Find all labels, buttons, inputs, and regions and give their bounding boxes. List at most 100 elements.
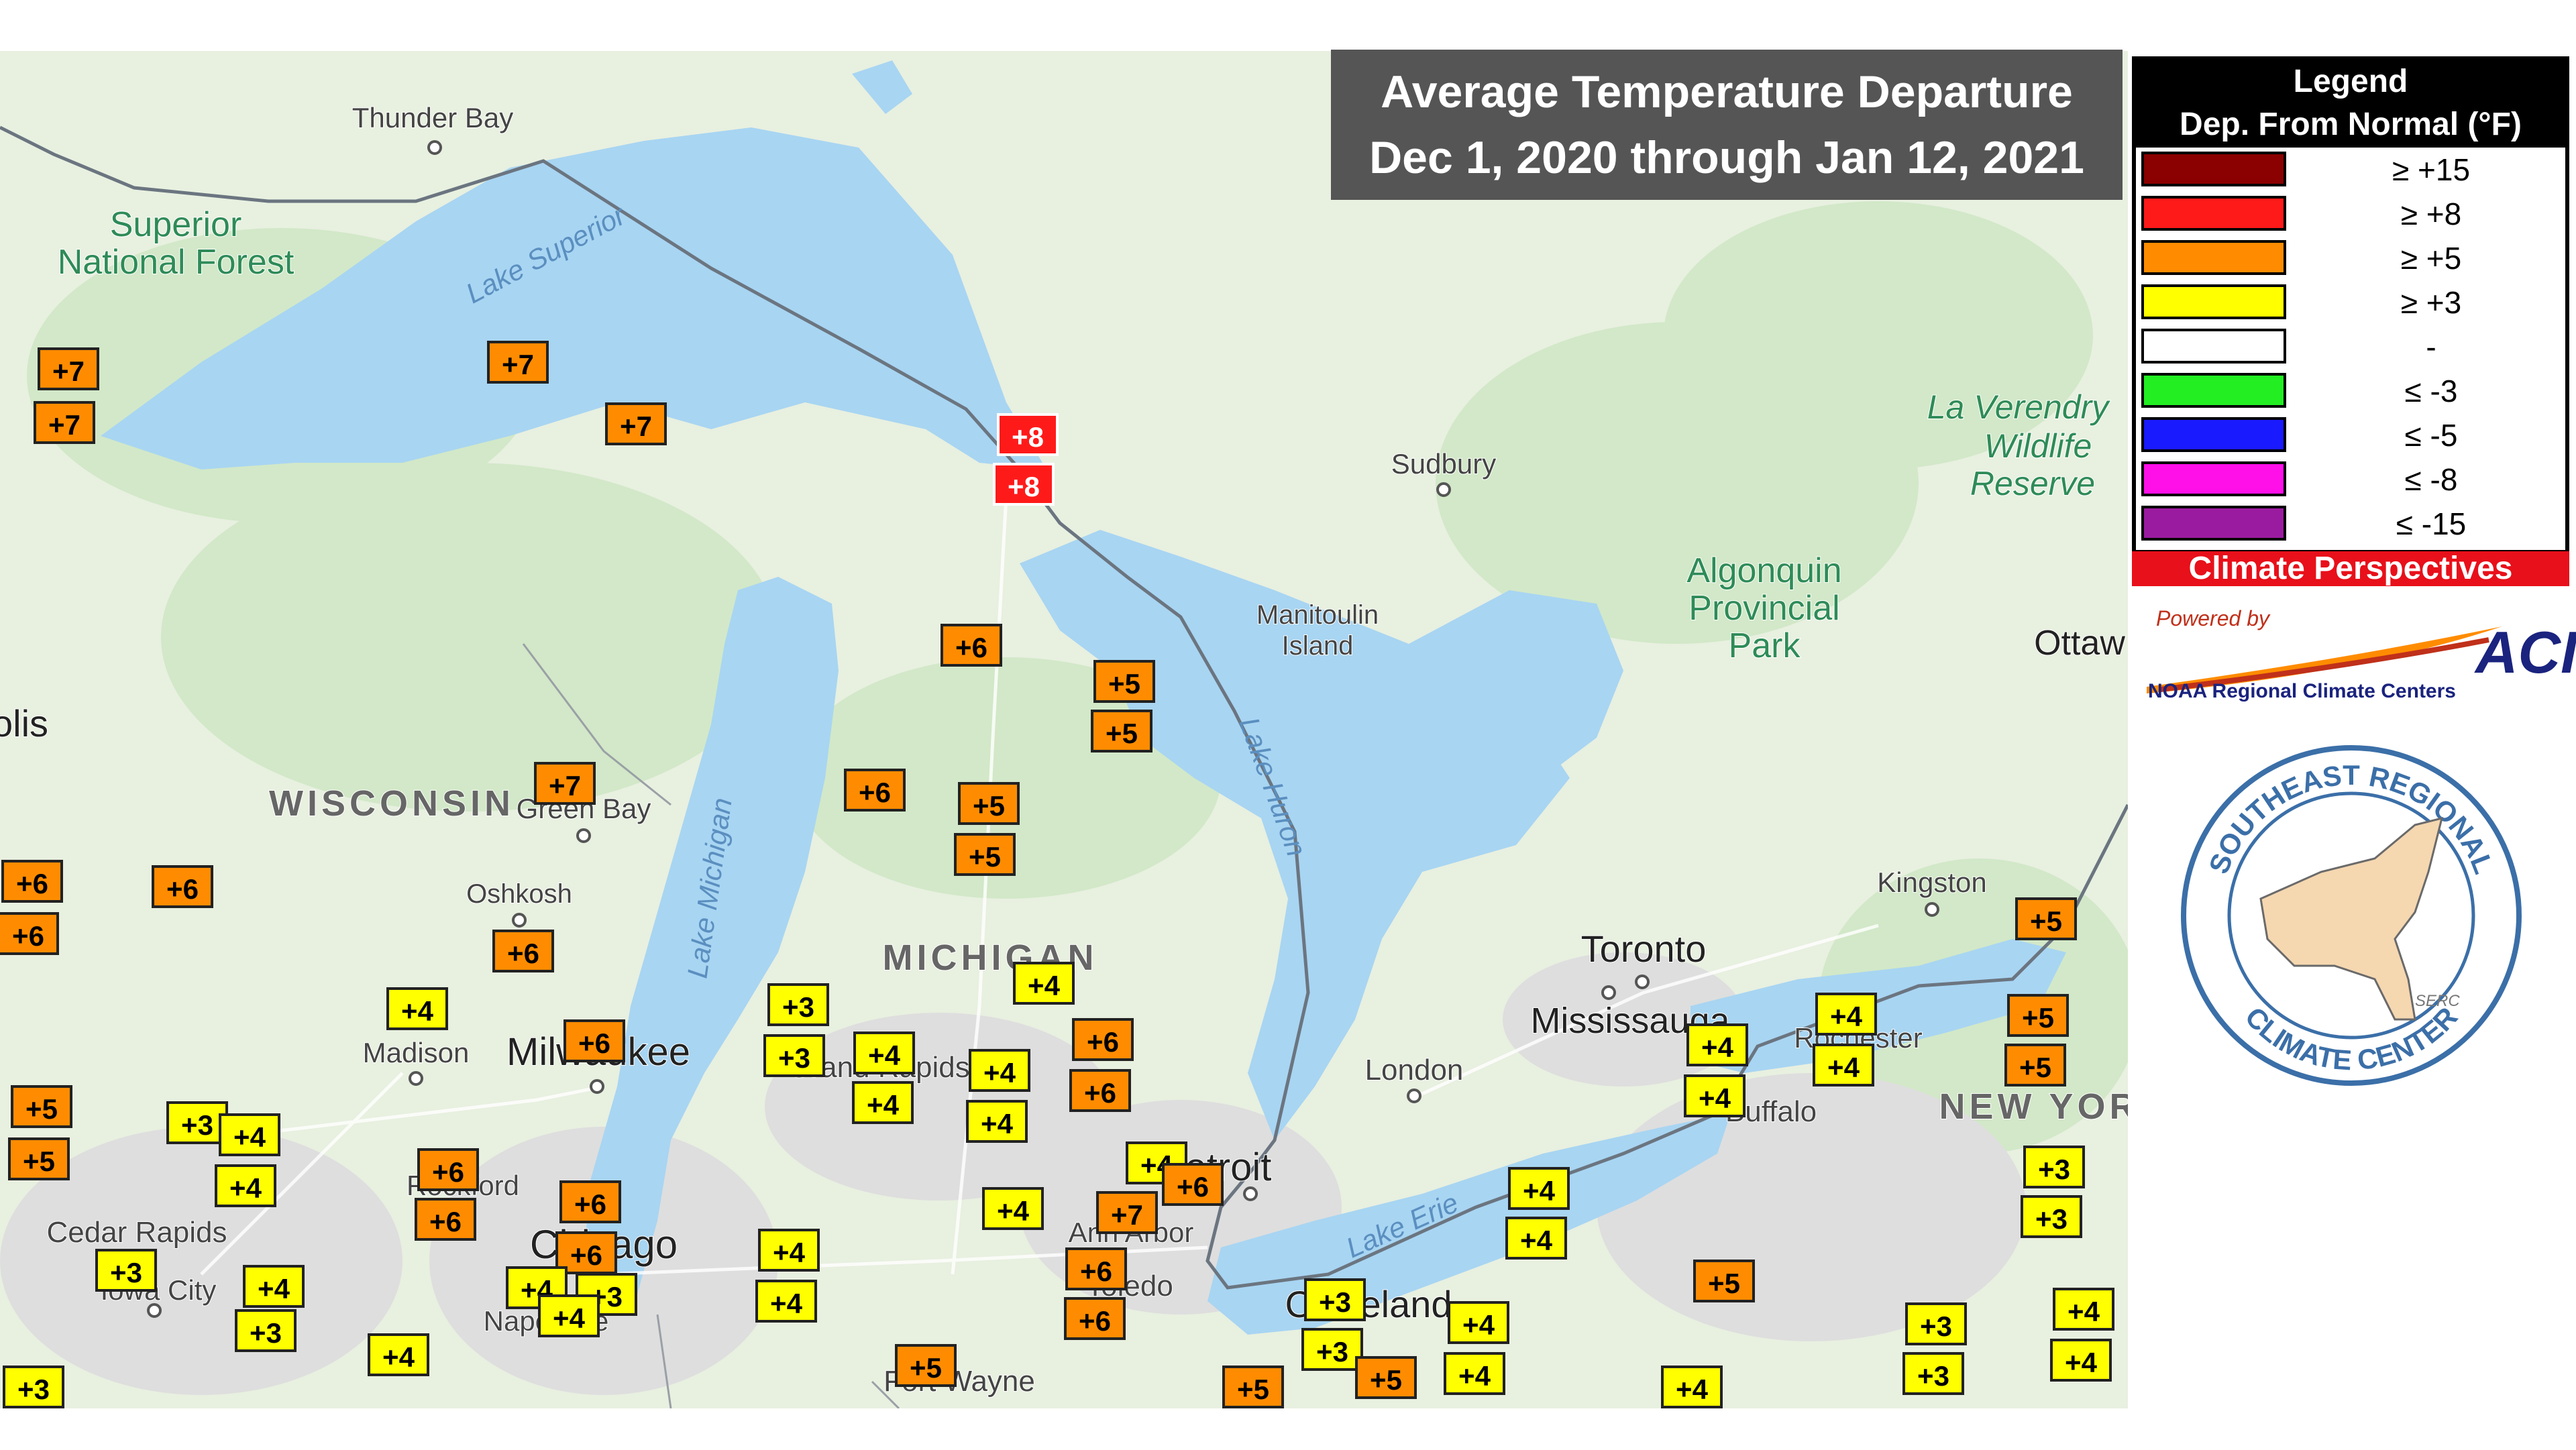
station-departure-label: +4: [368, 1333, 429, 1376]
place-label: Algonquin: [1686, 551, 1841, 590]
station-departure-label: +6: [415, 1198, 476, 1241]
station-departure-label: +4: [1448, 1301, 1509, 1344]
legend-label: -: [2426, 329, 2436, 364]
place-label: olis: [0, 702, 48, 744]
station-departure-label: +5: [8, 1137, 70, 1180]
station-departure-label: +3: [2021, 1195, 2082, 1238]
station-departure-label: +4: [1815, 993, 1877, 1036]
legend-header: Legend Dep. From Normal (°F): [2132, 56, 2569, 148]
city-dot-icon: [147, 1303, 162, 1318]
station-departure-label: +6: [0, 912, 59, 955]
legend-swatch: [2141, 196, 2286, 231]
legend: Legend Dep. From Normal (°F) ≥ +15 ≥ +8 ≥ …: [2132, 56, 2569, 586]
station-departure-label: +7: [487, 341, 549, 384]
legend-subtitle: Dep. From Normal (°F): [2180, 107, 2522, 142]
acis-logo: Powered by ACIS NOAA Regional Climate Ce…: [2140, 606, 2576, 714]
legend-row: -: [2136, 325, 2565, 369]
legend-footer: Climate Perspectives: [2132, 551, 2569, 586]
legend-swatch: [2141, 373, 2286, 408]
lake-superior: [101, 127, 1046, 469]
station-departure-label: +5: [1355, 1356, 1417, 1399]
city-dot-icon: [590, 1079, 604, 1094]
station-departure-label: +7: [605, 402, 667, 445]
legend-swatch: [2141, 240, 2286, 275]
legend-swatch: [2141, 152, 2286, 186]
station-departure-label: +4: [1505, 1217, 1567, 1260]
place-label: La Verendry: [1927, 388, 2111, 426]
legend-swatch: [2141, 417, 2286, 452]
station-departure-label: +5: [2015, 897, 2077, 940]
station-departure-label: +6: [417, 1148, 479, 1191]
map-top-margin: [0, 0, 2128, 51]
lake-nipigon: [852, 60, 912, 114]
place-label: Manitoulin: [1256, 600, 1379, 630]
lake-ontario: [1690, 939, 2066, 1073]
station-departure-label: +4: [1686, 1023, 1748, 1066]
station-departure-label: +3: [767, 983, 829, 1026]
station-departure-label: +4: [853, 1031, 915, 1074]
station-departure-label: +6: [1072, 1018, 1134, 1061]
station-departure-label: +3: [2023, 1146, 2085, 1188]
place-label: Provincial: [1688, 589, 1839, 628]
city-dot-icon: [1436, 482, 1451, 497]
legend-label: ≥ +15: [2392, 152, 2471, 187]
state-border-wi-mi: [522, 643, 672, 806]
station-departure-label: +3: [1301, 1328, 1363, 1371]
station-departure-label: +5: [2007, 994, 2069, 1037]
place-label: Reserve: [1970, 465, 2095, 502]
station-departure-label: +5: [895, 1344, 957, 1387]
station-departure-label: +4: [1813, 1044, 1874, 1086]
place-label: Island: [1282, 631, 1354, 661]
station-departure-label: +3: [166, 1101, 228, 1144]
place-label: Cedar Rapids: [46, 1216, 227, 1249]
station-departure-label: +5: [2004, 1044, 2066, 1086]
place-label: Buffalo: [1725, 1095, 1817, 1128]
legend-label: ≥ +3: [2400, 285, 2462, 320]
legend-swatch: [2141, 506, 2286, 541]
station-departure-label: +3: [1902, 1352, 1964, 1395]
serc-logo-icon: SOUTHEAST REGIONAL CLIMATE CENTER SERC: [2181, 745, 2522, 1086]
station-departure-label: +4: [758, 1229, 820, 1272]
station-departure-label: +6: [564, 1019, 625, 1062]
station-departure-label: +3: [1304, 1278, 1366, 1321]
station-departure-label: +6: [1069, 1069, 1131, 1112]
city-dot-icon: [576, 828, 591, 843]
station-departure-label: +5: [1222, 1365, 1284, 1408]
legend-row: ≥ +15: [2136, 148, 2565, 192]
station-departure-label: +4: [852, 1081, 914, 1124]
station-departure-label: +3: [1905, 1302, 1967, 1345]
station-departure-label: +3: [235, 1309, 297, 1352]
acis-swoosh-icon: [2147, 626, 2502, 693]
station-departure-label: +3: [763, 1034, 825, 1077]
legend-row: ≤ -5: [2136, 413, 2565, 457]
acis-logo-text: ACIS: [2475, 619, 2576, 685]
station-departure-label: +8: [997, 413, 1059, 456]
station-departure-label: +6: [1, 860, 63, 903]
station-departure-label: +4: [215, 1164, 276, 1207]
legend-row: ≤ -8: [2136, 457, 2565, 502]
title-line-2: Dec 1, 2020 through Jan 12, 2021: [1369, 132, 2084, 183]
station-departure-label: +3: [95, 1249, 157, 1292]
georgian-bay: [1409, 590, 1623, 778]
legend-swatch: [2141, 284, 2286, 319]
station-departure-label: +4: [969, 1049, 1030, 1092]
city-dot-icon: [1925, 902, 1939, 917]
legend-row: ≥ +8: [2136, 192, 2565, 236]
station-departure-label: +4: [2050, 1339, 2112, 1382]
station-departure-label: +6: [559, 1180, 621, 1223]
legend-label: ≥ +5: [2400, 241, 2462, 276]
station-departure-label: +4: [219, 1113, 280, 1156]
station-departure-label: +7: [38, 347, 99, 390]
legend-rows: ≥ +15 ≥ +8 ≥ +5 ≥ +3 - ≤ -3 ≤ -5 ≤ -8 ≤ -15: [2136, 148, 2565, 550]
legend-title: Legend: [2293, 64, 2408, 99]
station-departure-label: +4: [1508, 1167, 1570, 1210]
legend-row: ≤ -15: [2136, 502, 2565, 546]
acis-subtitle: NOAA Regional Climate Centers: [2148, 680, 2456, 702]
city-markers: [147, 140, 1939, 1318]
station-departure-label: +4: [1684, 1074, 1746, 1117]
station-departure-label: +5: [1093, 660, 1155, 703]
station-departure-label: +4: [243, 1265, 305, 1308]
place-label: Madison: [363, 1037, 470, 1068]
station-departure-label: +4: [982, 1187, 1044, 1230]
